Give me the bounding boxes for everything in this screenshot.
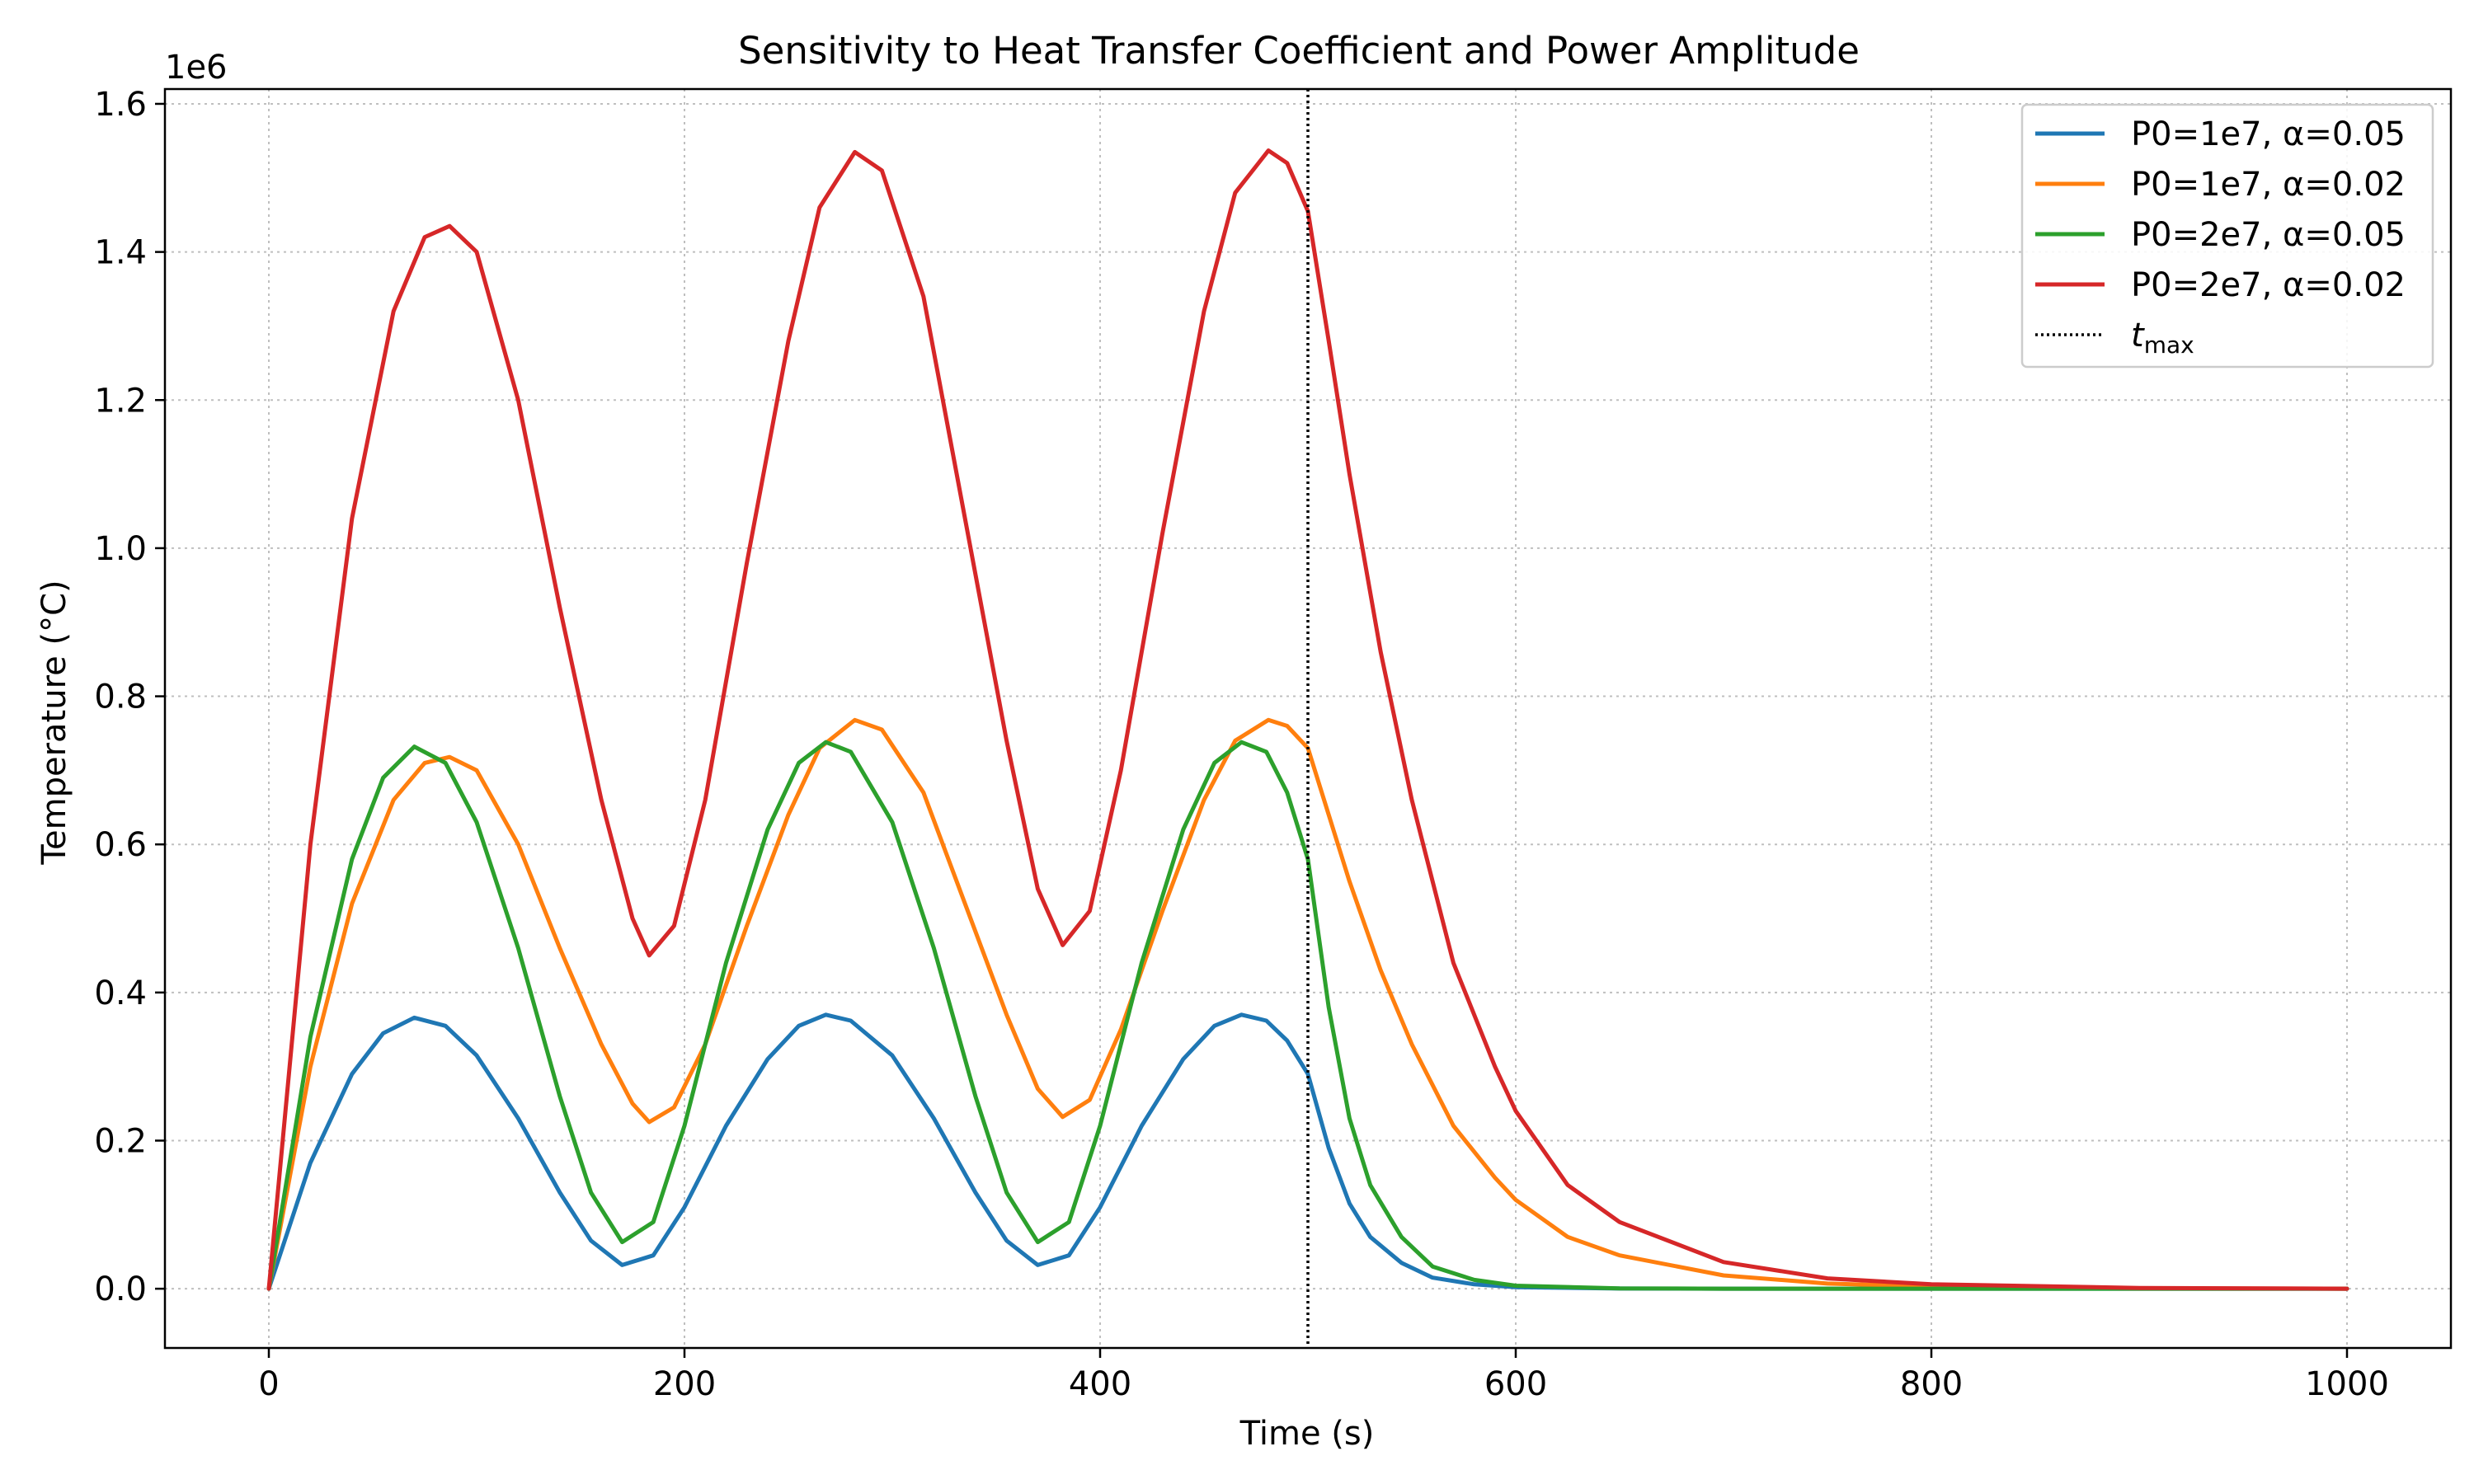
legend-label-1: P0=1e7, α=0.05 [2131, 115, 2406, 153]
plot-frame [163, 87, 2453, 1350]
x-tick-label: 800 [1900, 1365, 1963, 1403]
y-tick-label: 0.2 [94, 1122, 147, 1160]
series-layer [266, 89, 2349, 1348]
y-tick-label: 1.4 [94, 234, 147, 272]
y-tick-label: 1.0 [94, 530, 147, 568]
x-axis-label: Time (s) [1239, 1415, 1375, 1453]
series-line-2 [266, 717, 2349, 1291]
legend-box [2020, 103, 2434, 369]
y-offset-label: 1e6 [165, 49, 228, 87]
x-tick-label: 1000 [2305, 1365, 2389, 1403]
x-tick-label: 200 [653, 1365, 716, 1403]
x-tick-label: 600 [1484, 1365, 1547, 1403]
y-tick-label: 0.0 [94, 1270, 147, 1308]
x-tick-label: 0 [258, 1365, 279, 1403]
legend-label-tmax: tmax [2131, 317, 2194, 359]
series-line-1 [266, 1012, 2349, 1291]
series-line-3 [266, 740, 2349, 1291]
y-tick-label: 1.2 [94, 382, 147, 420]
legend-label-tmax-main: t [2131, 317, 2145, 355]
x-tick-label: 400 [1069, 1365, 1131, 1403]
legend-label-4: P0=2e7, α=0.02 [2131, 266, 2406, 304]
y-tick-label: 0.6 [94, 826, 147, 864]
y-tick-label: 0.4 [94, 974, 147, 1012]
legend-label-3: P0=2e7, α=0.05 [2131, 216, 2406, 254]
series-line-4 [266, 148, 2349, 1291]
legend-label-2: P0=1e7, α=0.02 [2131, 166, 2406, 204]
y-tick-label: 0.8 [94, 679, 147, 716]
y-axis-label: Temperature (°C) [35, 580, 73, 865]
y-tick-label: 1.6 [94, 86, 147, 124]
chart-title: Sensitivity to Heat Transfer Coefficient… [738, 29, 1860, 73]
axes: 0 200 400 600 800 1000 0.0 0.2 0.4 0.6 0.8 1.0 1.2 1.… [94, 86, 2453, 1403]
legend-label-tmax-sub: max [2144, 331, 2194, 359]
legend: P0=1e7, α=0.05 P0=1e7, α=0.02 P0=2e7, α=0.… [2020, 103, 2434, 369]
